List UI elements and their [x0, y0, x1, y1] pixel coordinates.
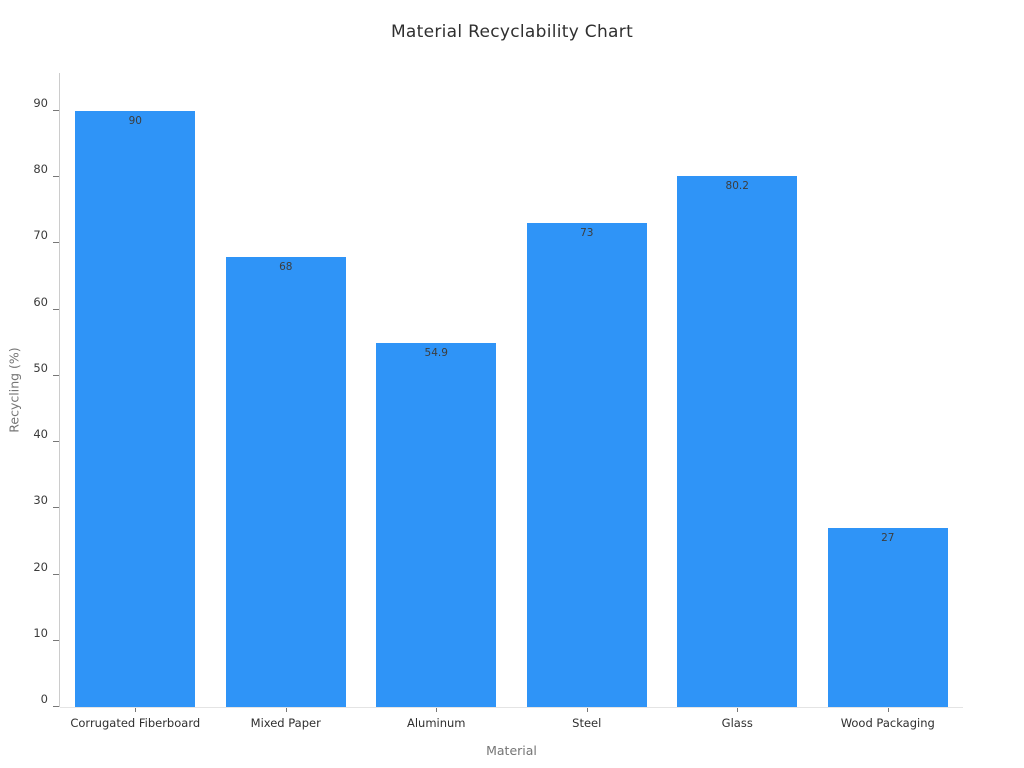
- bar-glass: 80.2: [677, 175, 798, 707]
- x-axis-line: [60, 707, 963, 708]
- x-tick-label: Glass: [721, 716, 753, 730]
- y-tick-label: 50: [33, 360, 48, 375]
- bar-mixed-paper: 68: [225, 256, 346, 707]
- x-tick-mark: [737, 708, 739, 712]
- x-tick-mark: [436, 708, 438, 712]
- y-tick-label: 70: [33, 228, 48, 243]
- bar-value-label: 73: [580, 227, 594, 240]
- y-tick-label: 40: [33, 427, 48, 442]
- x-tick-label: Mixed Paper: [250, 716, 321, 730]
- y-tick-mark: [53, 109, 59, 111]
- x-tick-mark: [285, 708, 287, 712]
- bar-value-label: 54.9: [424, 347, 448, 360]
- bar-value-label: 27: [881, 532, 895, 545]
- bar-value-label: 90: [128, 114, 142, 127]
- y-tick-label: 10: [33, 625, 48, 640]
- y-tick-mark: [53, 706, 59, 707]
- x-tick-label: Wood Packaging: [840, 716, 935, 730]
- x-tick-label: Steel: [572, 716, 602, 730]
- y-tick-mark: [53, 308, 59, 310]
- y-tick-label: 60: [33, 294, 48, 309]
- bar-value-label: 80.2: [725, 179, 749, 192]
- y-tick-mark: [53, 639, 59, 641]
- plot-area: 0 10 20 30 40 50 60 70 80 90 90 Corrugated Fiberboa…: [33, 73, 963, 730]
- y-tick-mark: [53, 441, 59, 443]
- y-tick-label: 90: [33, 95, 48, 110]
- bar-aluminum: 54.9: [376, 343, 497, 707]
- y-tick-mark: [53, 374, 59, 376]
- y-tick-mark: [53, 242, 59, 244]
- y-tick-mark: [53, 573, 59, 575]
- y-tick-label: 30: [33, 493, 48, 508]
- x-axis-title: Material: [486, 743, 537, 758]
- x-tick-mark: [586, 708, 588, 712]
- bar-steel: 73: [526, 223, 647, 707]
- bar-value-label: 68: [279, 260, 293, 273]
- y-tick-mark: [53, 176, 59, 178]
- y-axis-title: Recycling (%): [6, 347, 22, 433]
- chart-title: Material Recyclability Chart: [390, 22, 634, 42]
- x-tick-label: Corrugated Fiberboard: [70, 716, 201, 730]
- y-tick-label: 20: [33, 559, 48, 574]
- bar-corrugated-fiberboard: 90: [75, 110, 196, 707]
- y-tick-label: 80: [33, 162, 48, 177]
- x-tick-mark: [887, 708, 889, 712]
- y-tick-mark: [53, 507, 59, 509]
- x-tick-label: Aluminum: [406, 716, 466, 730]
- y-axis-line: [59, 73, 60, 707]
- bar-wood-packaging: 27: [827, 528, 948, 707]
- x-tick-mark: [135, 708, 137, 712]
- y-tick-label: 0: [40, 692, 48, 706]
